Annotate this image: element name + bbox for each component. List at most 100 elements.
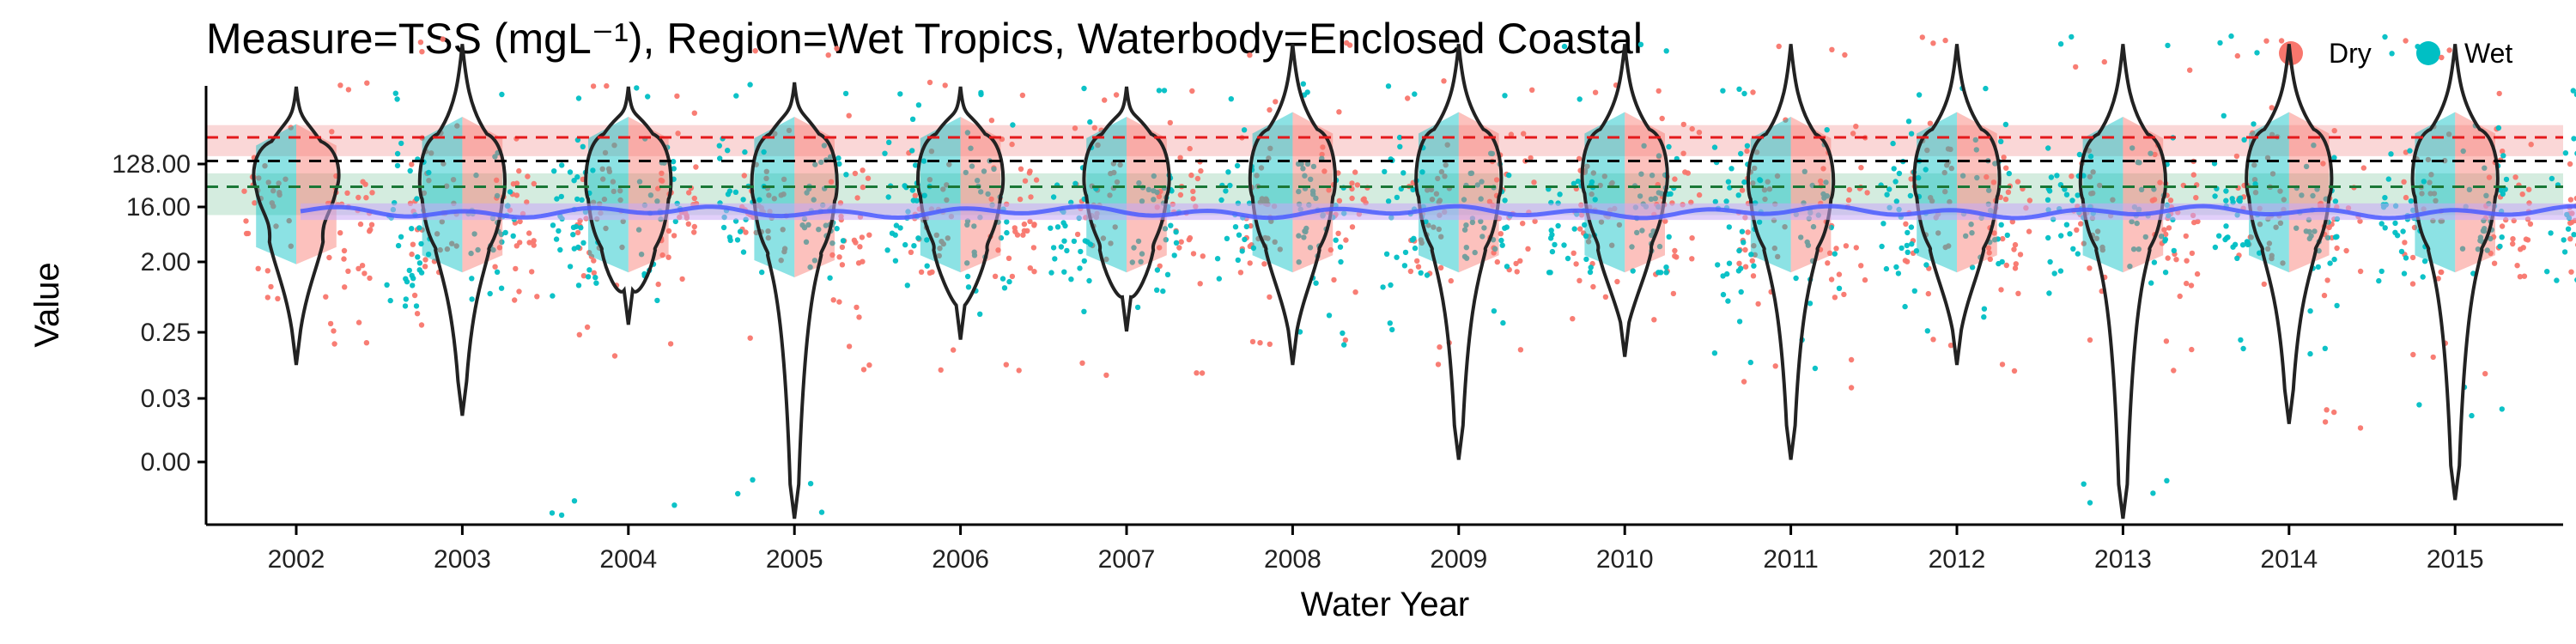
data-point-dry-2015 <box>2497 91 2502 96</box>
data-point-wet-2012 <box>1896 270 1901 276</box>
data-point-wet-2004 <box>654 298 659 303</box>
data-point-dry-2012 <box>2000 361 2005 367</box>
data-point-dry-2012 <box>1928 121 1933 126</box>
data-point-dry-2007 <box>1198 281 1203 286</box>
data-point-wet-2011 <box>1738 151 1743 156</box>
data-point-wet-2015 <box>2500 234 2505 240</box>
data-point-wet-2011 <box>1715 262 1720 267</box>
data-point-wet-2015 <box>2469 413 2474 418</box>
data-point-wet-2009 <box>1413 246 1418 251</box>
data-point-dry-2002 <box>364 81 369 86</box>
data-point-dry-2002 <box>342 248 347 253</box>
data-point-wet-2013 <box>2047 259 2052 264</box>
data-point-wet-2003 <box>409 226 414 231</box>
data-point-dry-2013 <box>2173 257 2178 262</box>
data-point-wet-2006 <box>905 283 910 288</box>
data-point-wet-2006 <box>911 243 916 248</box>
data-point-wet-2006 <box>1006 279 1012 284</box>
data-point-dry-2003 <box>516 289 521 294</box>
data-point-wet-2008 <box>1217 276 1222 281</box>
chart-title: Measure=TSS (mgL⁻¹), Region=Wet Tropics,… <box>206 15 1643 63</box>
data-point-dry-2005 <box>861 367 866 372</box>
data-point-dry-2007 <box>1177 155 1182 161</box>
data-point-wet-2007 <box>1078 249 1083 254</box>
data-point-wet-2007 <box>1051 194 1056 199</box>
data-point-wet-2005 <box>735 237 740 242</box>
data-point-dry-2009 <box>1449 278 1454 283</box>
data-point-dry-2006 <box>1031 222 1036 228</box>
data-point-dry-2011 <box>1849 385 1854 390</box>
data-point-wet-2007 <box>1048 270 1054 275</box>
data-point-wet-2015 <box>2392 230 2397 235</box>
data-point-dry-2006 <box>1020 233 1025 238</box>
data-point-dry-2008 <box>1343 337 1348 343</box>
data-point-wet-2009 <box>1388 283 1393 288</box>
data-point-dry-2009 <box>1529 88 1534 93</box>
data-point-wet-2007 <box>1051 245 1056 250</box>
data-point-dry-2008 <box>1267 342 1273 347</box>
data-point-dry-2006 <box>1018 197 1023 202</box>
data-point-dry-2004 <box>679 276 684 282</box>
violin-wet-half-2002 <box>256 125 296 264</box>
data-point-wet-2007 <box>1154 288 1159 293</box>
data-point-dry-2002 <box>360 263 365 268</box>
data-point-wet-2007 <box>1052 256 1057 261</box>
data-point-wet-2004 <box>580 144 586 149</box>
data-point-dry-2010 <box>1573 261 1578 266</box>
data-point-dry-2007 <box>1191 251 1196 256</box>
data-point-dry-2010 <box>1672 248 1677 253</box>
data-point-dry-2008 <box>1331 277 1336 283</box>
data-point-dry-2007 <box>1168 120 1173 125</box>
data-point-dry-2007 <box>1072 125 1078 131</box>
data-point-dry-2012 <box>1926 291 1931 296</box>
data-point-dry-2011 <box>1862 277 1868 283</box>
data-point-wet-2008 <box>1242 237 1247 242</box>
data-point-dry-2013 <box>2191 172 2196 177</box>
data-point-dry-2015 <box>2410 352 2415 357</box>
data-point-wet-2012 <box>2005 233 2010 238</box>
data-point-dry-2011 <box>1858 165 1863 170</box>
data-point-dry-2008 <box>1335 231 1340 236</box>
data-point-dry-2007 <box>1179 240 1184 245</box>
data-point-dry-2011 <box>1841 292 1846 297</box>
x-axis-ticks: 2002 2003 2004 2005 2006 2007 2008 2009 2010 2011… <box>268 525 2576 574</box>
data-point-wet-2008 <box>1305 89 1310 94</box>
data-point-wet-2011 <box>1837 286 1842 291</box>
data-point-wet-2007 <box>1165 272 1170 277</box>
data-point-wet-2005 <box>738 229 743 234</box>
data-point-dry-2005 <box>840 245 845 250</box>
data-point-wet-2013 <box>2064 192 2069 197</box>
data-point-dry-2013 <box>2168 197 2173 203</box>
data-point-dry-2002 <box>241 189 246 194</box>
data-point-wet-2004 <box>571 225 576 230</box>
data-point-wet-2004 <box>634 85 639 90</box>
data-point-wet-2007 <box>1068 276 1073 282</box>
data-point-dry-2002 <box>331 341 337 346</box>
data-point-wet-2014 <box>2327 260 2332 265</box>
data-point-wet-2015 <box>2496 125 2501 131</box>
data-point-dry-2013 <box>2187 68 2192 73</box>
data-point-dry-2002 <box>345 269 350 274</box>
x-tick-label: 2012 <box>1929 545 1986 574</box>
data-point-dry-2011 <box>1842 52 1847 58</box>
data-point-dry-2002 <box>268 284 273 289</box>
data-point-wet-2011 <box>1720 273 1725 278</box>
data-point-wet-2005 <box>834 226 839 231</box>
data-point-wet-2011 <box>1727 261 1732 266</box>
data-point-wet-2005 <box>733 190 738 195</box>
data-point-wet-2004 <box>550 293 555 298</box>
data-point-wet-2013 <box>2046 290 2051 295</box>
data-point-wet-2005 <box>841 238 846 243</box>
data-point-dry-2002 <box>369 190 374 195</box>
data-point-wet-2015 <box>2409 198 2414 204</box>
data-point-wet-2008 <box>1242 127 1247 132</box>
data-point-wet-2007 <box>1061 239 1066 244</box>
data-point-dry-2007 <box>1194 370 1199 375</box>
data-point-dry-2016 <box>2567 236 2573 241</box>
data-point-wet-2011 <box>1825 127 1830 132</box>
data-point-wet-2008 <box>1338 259 1343 264</box>
data-point-dry-2005 <box>860 167 865 173</box>
data-point-wet-2003 <box>398 141 404 146</box>
data-point-wet-2013 <box>2148 280 2154 285</box>
